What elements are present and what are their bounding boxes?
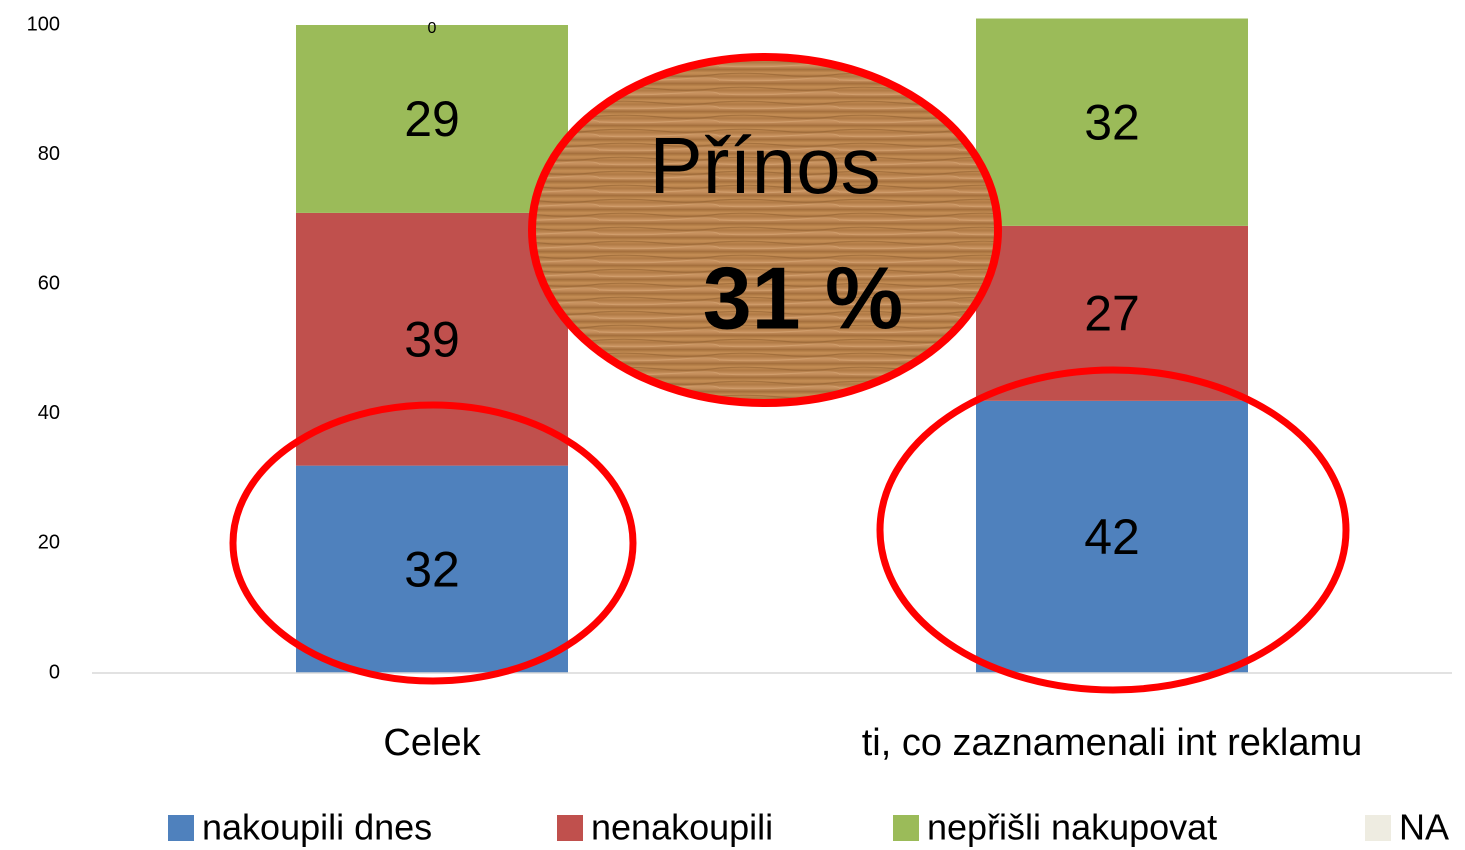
data-label: 29 xyxy=(404,91,460,147)
y-tick-label: 60 xyxy=(38,272,60,294)
legend-label: nakoupili dnes xyxy=(202,807,432,848)
legend-swatch xyxy=(557,815,583,841)
x-tick-label: Celek xyxy=(383,722,481,764)
x-tick-label: ti, co zaznamenali int reklamu xyxy=(862,722,1363,764)
data-label: 32 xyxy=(1084,94,1140,150)
data-label: 0 xyxy=(428,20,437,37)
data-label: 39 xyxy=(404,311,460,367)
legend-label: nepřišli nakupovat xyxy=(927,807,1217,848)
bar-segment xyxy=(976,18,1248,226)
legend-swatch xyxy=(893,815,919,841)
data-label: 32 xyxy=(404,542,460,598)
data-label: 27 xyxy=(1084,286,1140,342)
y-tick-label: 40 xyxy=(38,402,60,424)
highlight-ellipse xyxy=(876,366,1350,694)
legend-swatch xyxy=(1365,815,1391,841)
data-label: 42 xyxy=(1084,509,1140,565)
legend-label: nenakoupili xyxy=(591,807,773,848)
legend-swatch xyxy=(168,815,194,841)
annotation-text: Přínos xyxy=(649,121,880,210)
annotation-text: 31 % xyxy=(703,248,904,347)
bar-segment xyxy=(296,25,568,213)
annotation-badge xyxy=(528,53,1002,407)
y-tick-label: 20 xyxy=(38,532,60,554)
y-tick-label: 100 xyxy=(27,13,60,35)
y-tick-label: 80 xyxy=(38,143,60,165)
bar-segment xyxy=(976,400,1248,673)
highlight-ellipse xyxy=(229,401,637,685)
y-tick-label: 0 xyxy=(49,661,60,683)
legend-label: NA xyxy=(1399,807,1449,848)
annotation-layer: Přínos 31 % xyxy=(229,53,1350,694)
bar-segment xyxy=(296,465,568,673)
